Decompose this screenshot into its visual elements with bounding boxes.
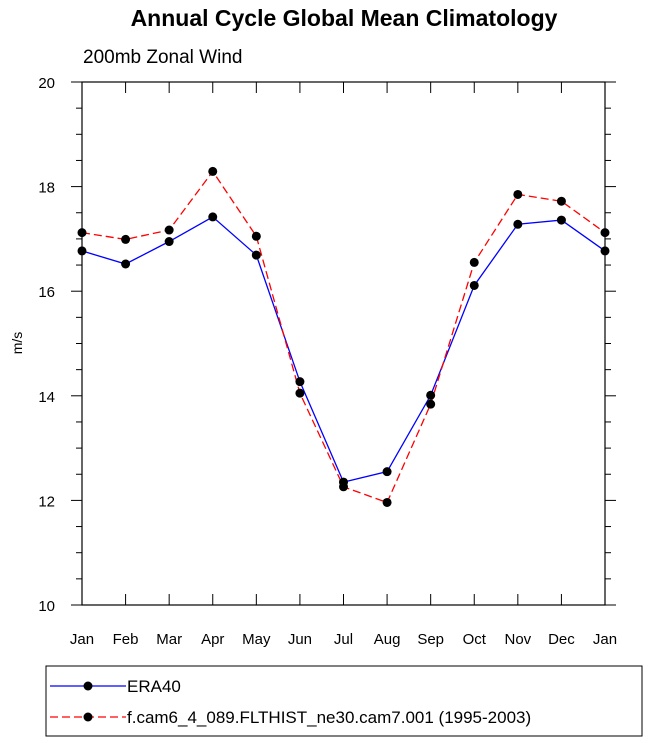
y-tick-label: 20 — [38, 75, 55, 92]
x-tick-label: Oct — [463, 631, 487, 648]
x-tick-label: Dec — [548, 631, 575, 648]
series-2-point — [382, 497, 392, 507]
y-tick-label: 14 — [38, 389, 55, 406]
legend-label-2: f.cam6_4_089.FLTHIST_ne30.cam7.001 (1995… — [127, 708, 531, 727]
series-1-point — [251, 250, 261, 260]
y-axis: 10 12 14 16 18 20 — [38, 75, 616, 615]
series-2-point — [121, 234, 131, 244]
x-axis: Jan Feb Mar Apr May Jun Jul Aug Sep Oct Nov Dec Jan — [70, 82, 617, 648]
series-1-point — [556, 215, 566, 225]
legend: ERA40 f.cam6_4_089.FLTHIST_ne30.cam7.001 … — [50, 677, 531, 727]
series-1-point — [121, 259, 131, 269]
series-2-point — [469, 257, 479, 267]
x-tick-label: Mar — [156, 631, 182, 648]
series-1-point — [77, 246, 87, 256]
series-2-point — [426, 399, 436, 409]
series-1-point — [426, 390, 436, 400]
legend-marker-1 — [83, 681, 93, 691]
x-tick-label: Jan — [593, 631, 617, 648]
series-1-point — [208, 212, 218, 222]
legend-marker-2 — [83, 712, 93, 722]
series-2-point — [513, 189, 523, 199]
series-1-point — [600, 246, 610, 256]
y-tick-label: 10 — [38, 598, 55, 615]
series-2-point — [251, 231, 261, 241]
chart-title: Annual Cycle Global Mean Climatology — [131, 5, 558, 31]
series-line-2 — [81, 170, 606, 504]
series-1-point — [469, 280, 479, 290]
legend-box — [45, 665, 643, 737]
x-tick-label: May — [242, 631, 271, 648]
series-1-point — [164, 237, 174, 247]
x-tick-label: Jun — [288, 631, 312, 648]
y-tick-label: 18 — [38, 180, 55, 197]
y-tick-label: 12 — [38, 493, 55, 510]
series-2-point — [295, 388, 305, 398]
series-2-point — [77, 228, 87, 238]
x-tick-label: Feb — [113, 631, 139, 648]
series-1-point — [513, 219, 523, 229]
series-1-point — [382, 467, 392, 477]
legend-label-1: ERA40 — [127, 677, 181, 696]
x-tick-label: Aug — [374, 631, 401, 648]
series-2-point — [208, 166, 218, 176]
series-layer — [77, 166, 610, 507]
y-tick-label: 16 — [38, 284, 55, 301]
series-2-point — [556, 196, 566, 206]
x-tick-label: Jul — [334, 631, 353, 648]
y-axis-label: m/s — [9, 332, 25, 355]
chart-subtitle: 200mb Zonal Wind — [83, 47, 242, 68]
series-1-point — [295, 377, 305, 387]
x-tick-label: Apr — [201, 631, 224, 648]
x-tick-label: Sep — [417, 631, 444, 648]
series-2-point — [600, 228, 610, 238]
series-line-1 — [81, 216, 606, 483]
series-2-point — [339, 482, 348, 492]
x-tick-label: Jan — [70, 631, 94, 648]
x-tick-label: Nov — [504, 631, 531, 648]
plot-frame — [81, 81, 606, 606]
series-2-point — [164, 225, 174, 235]
